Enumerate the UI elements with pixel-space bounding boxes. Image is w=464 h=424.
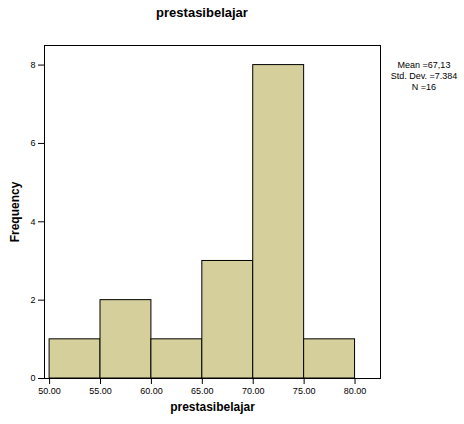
svg-text:2: 2 — [30, 295, 35, 305]
svg-text:4: 4 — [30, 217, 35, 227]
html-text:N =16: N =16 — [411, 82, 437, 92]
html-text:prestasibelajar: prestasibelajar — [156, 5, 248, 20]
html-text:Mean =67,13: Mean =67,13 — [397, 60, 451, 70]
svg-text:8: 8 — [30, 60, 35, 70]
svg-text:75.00: 75.00 — [293, 386, 316, 396]
svg-text:50.00: 50.00 — [38, 386, 61, 396]
svg-text:65.00: 65.00 — [191, 386, 214, 396]
svg-text:6: 6 — [30, 138, 35, 148]
svg-text:60.00: 60.00 — [140, 386, 163, 396]
svg-text:prestasibelajar: prestasibelajar — [170, 400, 255, 414]
svg-text:80.00: 80.00 — [344, 386, 367, 396]
svg-text:Frequency: Frequency — [8, 181, 22, 242]
svg-text:55.00: 55.00 — [89, 386, 112, 396]
html-text:Std. Dev. =7.384: Std. Dev. =7.384 — [390, 71, 458, 81]
svg-text:0: 0 — [30, 373, 35, 383]
svg-text:70.00: 70.00 — [242, 386, 265, 396]
